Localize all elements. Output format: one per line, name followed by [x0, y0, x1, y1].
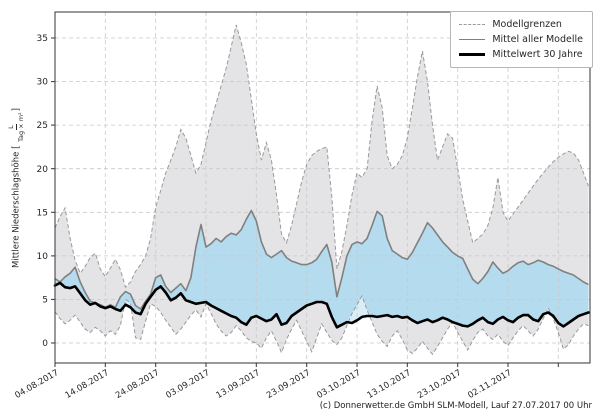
- svg-text:13.09.2017: 13.09.2017: [215, 368, 262, 401]
- legend-item-mittelwert-30-jahre: Mittelwert 30 Jahre: [459, 47, 583, 62]
- model-mean-line: [54, 209, 589, 310]
- y-axis-label-text: Mittlere Niederschlagshöhe: [11, 151, 22, 268]
- model-bounds-lines: [54, 24, 589, 356]
- copyright-footer: (c) Donnerwetter.de GmbH SLM-Modell, Lau…: [319, 401, 592, 411]
- legend-item-mittel-aller-modelle: Mittel aller Modelle: [459, 32, 583, 47]
- unit-numerator: L: [7, 124, 17, 130]
- y-axis-label: Mittlere Niederschlagshöhe [ L Tag × m²]: [7, 108, 25, 268]
- legend-label: Mittelwert 30 Jahre: [492, 49, 583, 60]
- mean-30-years-line: [53, 281, 590, 329]
- svg-text:5: 5: [42, 295, 48, 305]
- svg-text:04.08.2017: 04.08.2017: [13, 368, 60, 401]
- gridlines: [55, 12, 590, 363]
- svg-text:25: 25: [37, 121, 48, 131]
- legend-label: Modellgrenzen: [492, 19, 562, 30]
- y-axis-unit-fraction: L Tag × m²: [7, 112, 25, 142]
- svg-text:23.10.2017: 23.10.2017: [416, 368, 463, 401]
- gray-line-icon: [459, 39, 486, 40]
- unit-denominator: Tag × m²: [16, 112, 25, 142]
- black-line-icon: [459, 53, 486, 56]
- svg-text:14.08.2017: 14.08.2017: [64, 368, 111, 401]
- svg-text:03.10.2017: 03.10.2017: [315, 368, 362, 401]
- legend-item-modellgrenzen: Modellgrenzen: [459, 17, 583, 32]
- svg-text:15: 15: [37, 208, 48, 218]
- legend-label: Mittel aller Modelle: [492, 34, 583, 45]
- svg-text:30: 30: [37, 78, 49, 88]
- svg-text:13.10.2017: 13.10.2017: [366, 368, 413, 401]
- svg-text:24.08.2017: 24.08.2017: [114, 368, 161, 401]
- svg-text:0: 0: [42, 339, 48, 349]
- svg-text:20: 20: [37, 165, 49, 175]
- svg-text:02.11.2017: 02.11.2017: [466, 368, 513, 401]
- svg-text:03.09.2017: 03.09.2017: [164, 368, 211, 401]
- svg-text:35: 35: [37, 34, 48, 44]
- svg-text:23.09.2017: 23.09.2017: [265, 368, 312, 401]
- svg-text:10: 10: [37, 252, 49, 262]
- legend: Modellgrenzen Mittel aller Modelle Mitte…: [450, 11, 593, 68]
- model-mean-vs-30y-fill: [55, 210, 589, 328]
- dashed-line-icon: [459, 24, 486, 25]
